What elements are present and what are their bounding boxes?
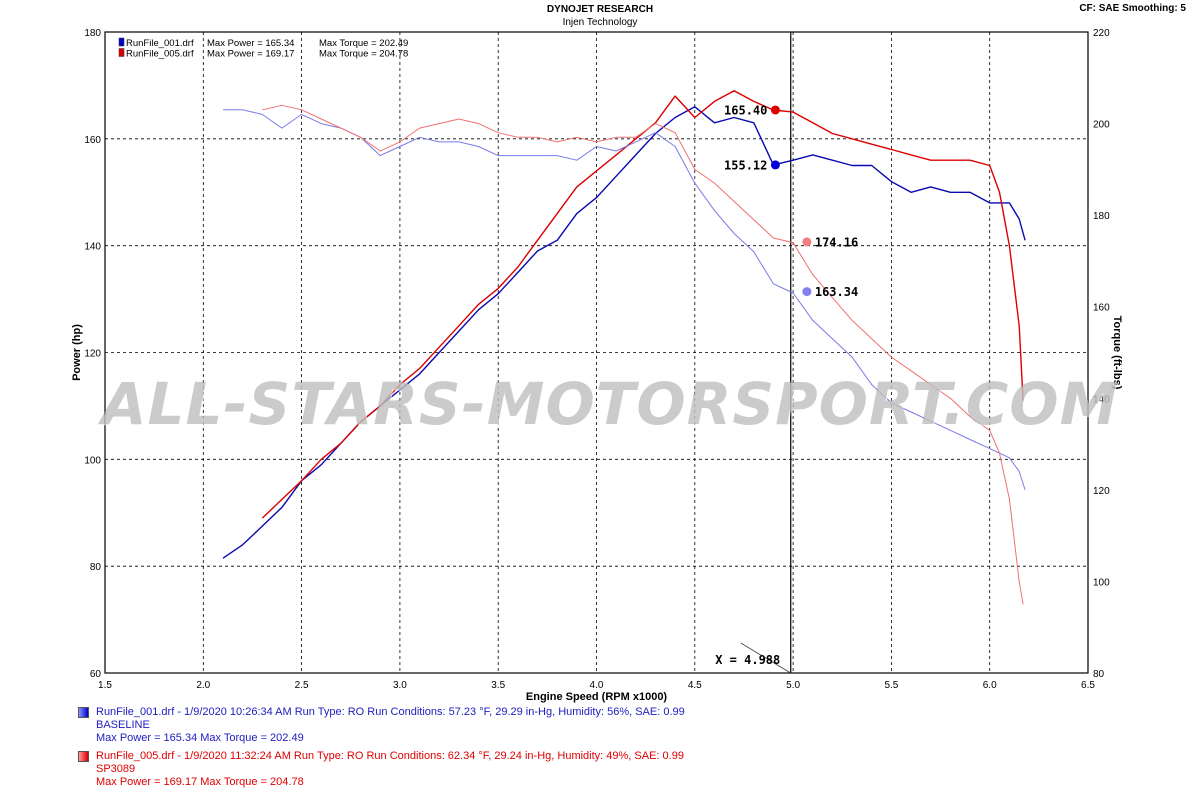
y-tick-label: 160 [84,135,101,146]
y2-tick-label: 160 [1093,303,1110,314]
x-tick-label: 3.5 [491,680,505,691]
run-color-swatch [78,751,89,762]
x-axis-label: Engine Speed (RPM x1000) [526,691,668,703]
run-label: BASELINE [96,719,150,731]
y-tick-label: 120 [84,349,101,360]
run-info-sp3089: RunFile_005.drf - 1/9/2020 11:32:24 AM R… [78,750,684,789]
value-marker [802,237,812,247]
legend-max-power: Max Power = 165.34 [207,38,294,49]
x-tick-label: 4.0 [590,680,604,691]
x-tick-label: 2.5 [295,680,309,691]
value-marker [802,287,812,297]
legend-swatch [118,48,125,57]
x-tick-label: 6.0 [983,680,997,691]
legend-swatch [118,37,125,47]
y2-tick-label: 120 [1093,486,1110,497]
y-tick-label: 180 [84,28,101,39]
y-tick-label: 140 [84,242,101,253]
series-line-3 [262,104,1024,605]
value-marker [770,160,780,170]
series-line-1 [261,90,1024,519]
run-max-values: Max Power = 165.34 Max Torque = 202.49 [96,732,304,744]
y-tick-label: 100 [84,455,101,466]
y2-tick-label: 140 [1093,394,1110,405]
run-info-baseline: RunFile_001.drf - 1/9/2020 10:26:34 AM R… [78,706,685,745]
run-max-values: Max Power = 169.17 Max Torque = 204.78 [96,776,304,788]
marker-label: 165.40 [724,103,767,117]
chart-title: DYNOJET RESEARCH [546,4,654,15]
y-axis-label: Power (hp) [71,324,83,381]
value-marker [770,105,780,115]
legend-file: RunFile_001.drf [126,38,194,49]
correction-factor-label: CF: SAE Smoothing: 5 [1079,3,1186,14]
x-tick-label: 5.0 [786,680,800,691]
run-color-swatch [78,707,89,718]
legend-max-torque: Max Torque = 204.78 [319,49,408,60]
x-tick-label: 3.0 [393,680,407,691]
y2-axis-label: Torque (ft-lbs) [1111,316,1123,390]
marker-label: 155.12 [724,158,767,172]
run-label: SP3089 [96,763,136,775]
legend-max-torque: Max Torque = 202.49 [319,38,408,49]
chart-subtitle: Injen Technology [562,17,638,28]
x-tick-label: 4.5 [688,680,702,691]
x-tick-label: 6.5 [1081,680,1095,691]
y2-tick-label: 220 [1093,28,1110,39]
x-tick-label: 2.0 [196,680,210,691]
y2-tick-label: 180 [1093,211,1110,222]
y2-tick-label: 100 [1093,577,1110,588]
y-tick-label: 80 [90,562,102,573]
run-details: RunFile_005.drf - 1/9/2020 11:32:24 AM R… [96,750,684,762]
run-details: RunFile_001.drf - 1/9/2020 10:26:34 AM R… [96,706,685,718]
marker-label: 163.34 [815,285,858,299]
cursor-label: X = 4.988 [715,653,780,667]
legend-max-power: Max Power = 169.17 [207,49,294,60]
marker-label: 174.16 [815,235,858,249]
y2-tick-label: 200 [1093,120,1110,131]
cursor-pointer-line [740,642,791,674]
x-tick-label: 1.5 [98,680,112,691]
y-tick-label: 60 [90,669,102,680]
legend-file: RunFile_005.drf [126,49,194,60]
x-tick-label: 5.5 [884,680,898,691]
y2-tick-label: 80 [1093,669,1105,680]
